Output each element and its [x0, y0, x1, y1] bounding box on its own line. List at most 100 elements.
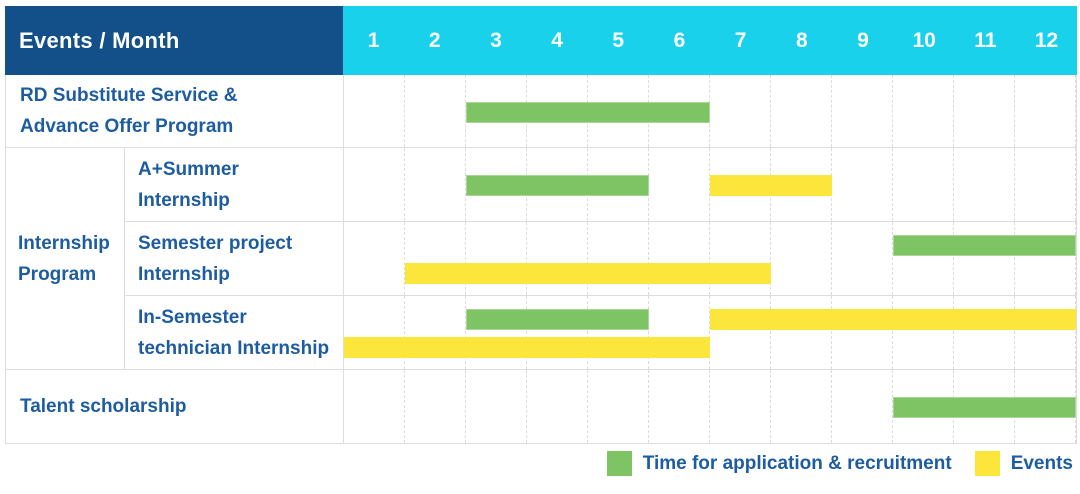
- table-body: RD Substitute Service & Advance Offer Pr…: [5, 75, 1077, 444]
- month-grid-cell: [344, 222, 405, 295]
- month-grid-cell: [710, 296, 771, 369]
- month-grid-cell: [1015, 148, 1076, 221]
- row-group-label-internship-program: Internship Program: [6, 148, 125, 369]
- month-grid-cell: [649, 296, 710, 369]
- month-header-cell: 8: [795, 28, 808, 52]
- month-grid-cell: [588, 370, 649, 443]
- month-grid-cell: [405, 148, 466, 221]
- month-header-cell: 2: [428, 28, 441, 52]
- timeline-area-a-summer: [344, 148, 1076, 221]
- month-grid-cell: [649, 370, 710, 443]
- month-grid-cell: [1015, 296, 1076, 369]
- month-grid-cell: [527, 296, 588, 369]
- legend-label-recruitment: Time for application & recruitment: [642, 452, 952, 474]
- month-grid-cell: [466, 296, 527, 369]
- month-grid-cell: [466, 370, 527, 443]
- month-header-cell: 9: [857, 28, 869, 52]
- month-grid-cell: [893, 296, 954, 369]
- month-grid-cell: [771, 296, 832, 369]
- month-grid-cell: [832, 75, 893, 147]
- recruitment-bar: [466, 102, 710, 123]
- month-grid-cell: [405, 75, 466, 147]
- month-header-cell: 12: [1034, 28, 1059, 52]
- row-label-in-semester-technician: In-Semester technician Internship: [125, 296, 344, 369]
- row-label-rd-substitute: RD Substitute Service & Advance Offer Pr…: [6, 75, 344, 147]
- month-grid-cell: [405, 296, 466, 369]
- month-grid-cell: [954, 296, 1015, 369]
- internship-sub-rows: A+Summer Internship Semester project Int…: [125, 148, 1076, 369]
- internship-program-group: Internship Program A+Summer Internship S…: [6, 148, 1076, 370]
- month-grid-cell: [710, 222, 771, 295]
- month-grid-cell: [588, 222, 649, 295]
- recruitment-bar: [893, 397, 1076, 418]
- month-grid-cell: [832, 370, 893, 443]
- month-grid-cell: [771, 75, 832, 147]
- month-grid-cell: [893, 75, 954, 147]
- month-header-cell: 6: [673, 28, 686, 52]
- table-row-in-semester-technician: In-Semester technician Internship: [125, 296, 1076, 369]
- schedule-table: Events / Month 1 2 3 4 5 6 7 8 9 10 11 12 RD Substi…: [5, 6, 1077, 444]
- month-grid-cell: [893, 222, 954, 295]
- month-grid-cell: [893, 148, 954, 221]
- timeline-area-semester-project: [344, 222, 1076, 295]
- recruitment-bar: [466, 175, 649, 196]
- legend-label-events: Events: [1010, 452, 1073, 474]
- month-header-cell: 5: [612, 28, 625, 52]
- month-grid-cell: [405, 222, 466, 295]
- recruitment-bar: [466, 309, 649, 330]
- timeline-area-talent: [344, 370, 1076, 443]
- timeline-area-rd: [344, 75, 1076, 147]
- legend-item-events: Events: [974, 451, 1073, 476]
- row-label-a-summer: A+Summer Internship: [125, 148, 344, 221]
- row-label-talent-scholarship: Talent scholarship: [6, 370, 344, 443]
- month-grid-cell: [405, 370, 466, 443]
- month-grid-cell: [344, 370, 405, 443]
- month-header-cell: 7: [734, 28, 747, 52]
- month-grid-cell: [832, 222, 893, 295]
- month-header-row: 1 2 3 4 5 6 7 8 9 10 11 12: [343, 6, 1077, 75]
- month-grid-cell: [710, 370, 771, 443]
- timeline-area-in-semester-technician: [344, 296, 1076, 369]
- table-row-a-summer: A+Summer Internship: [125, 148, 1076, 222]
- recruitment-swatch-icon: [606, 451, 632, 476]
- month-grid-cell: [710, 75, 771, 147]
- month-grid-cell: [771, 222, 832, 295]
- legend: Time for application & recruitment Event…: [606, 451, 1073, 476]
- month-header-cell: 3: [490, 28, 502, 52]
- month-grid-cell: [527, 370, 588, 443]
- events-month-header: Events / Month: [5, 6, 343, 75]
- month-header-cell: 1: [367, 28, 380, 52]
- legend-item-recruitment: Time for application & recruitment: [606, 451, 952, 476]
- month-grid-cell: [832, 148, 893, 221]
- month-grid-cell: [954, 222, 1015, 295]
- table-row-talent-scholarship: Talent scholarship: [6, 370, 1076, 443]
- events-swatch-icon: [974, 451, 1000, 476]
- table-row-rd-substitute: RD Substitute Service & Advance Offer Pr…: [6, 75, 1076, 148]
- event-bar: [405, 263, 771, 284]
- month-grid-cell: [344, 296, 405, 369]
- month-grid-cell: [649, 148, 710, 221]
- row-label-semester-project: Semester project Internship: [125, 222, 344, 295]
- table-header-row: Events / Month 1 2 3 4 5 6 7 8 9 10 11 12: [5, 6, 1077, 75]
- month-grid-cell: [771, 370, 832, 443]
- month-grid-cell: [344, 148, 405, 221]
- month-grid-cell: [527, 222, 588, 295]
- event-bar: [710, 309, 1076, 330]
- month-grid-cell: [1015, 222, 1076, 295]
- month-header-cell: 4: [551, 28, 563, 52]
- month-header-cell: 10: [912, 28, 936, 52]
- month-header-cell: 11: [974, 28, 997, 52]
- month-grid-cell: [1015, 75, 1076, 147]
- month-grid-cell: [954, 148, 1015, 221]
- event-bar: [710, 175, 832, 196]
- month-grid-cell: [649, 222, 710, 295]
- recruitment-bar: [893, 235, 1076, 256]
- event-bar: [344, 337, 710, 358]
- month-grid-cell: [466, 222, 527, 295]
- table-row-semester-project: Semester project Internship: [125, 222, 1076, 296]
- month-grid-cell: [832, 296, 893, 369]
- month-grid-cell: [954, 75, 1015, 147]
- month-grid-cell: [344, 75, 405, 147]
- month-grid-cell: [588, 296, 649, 369]
